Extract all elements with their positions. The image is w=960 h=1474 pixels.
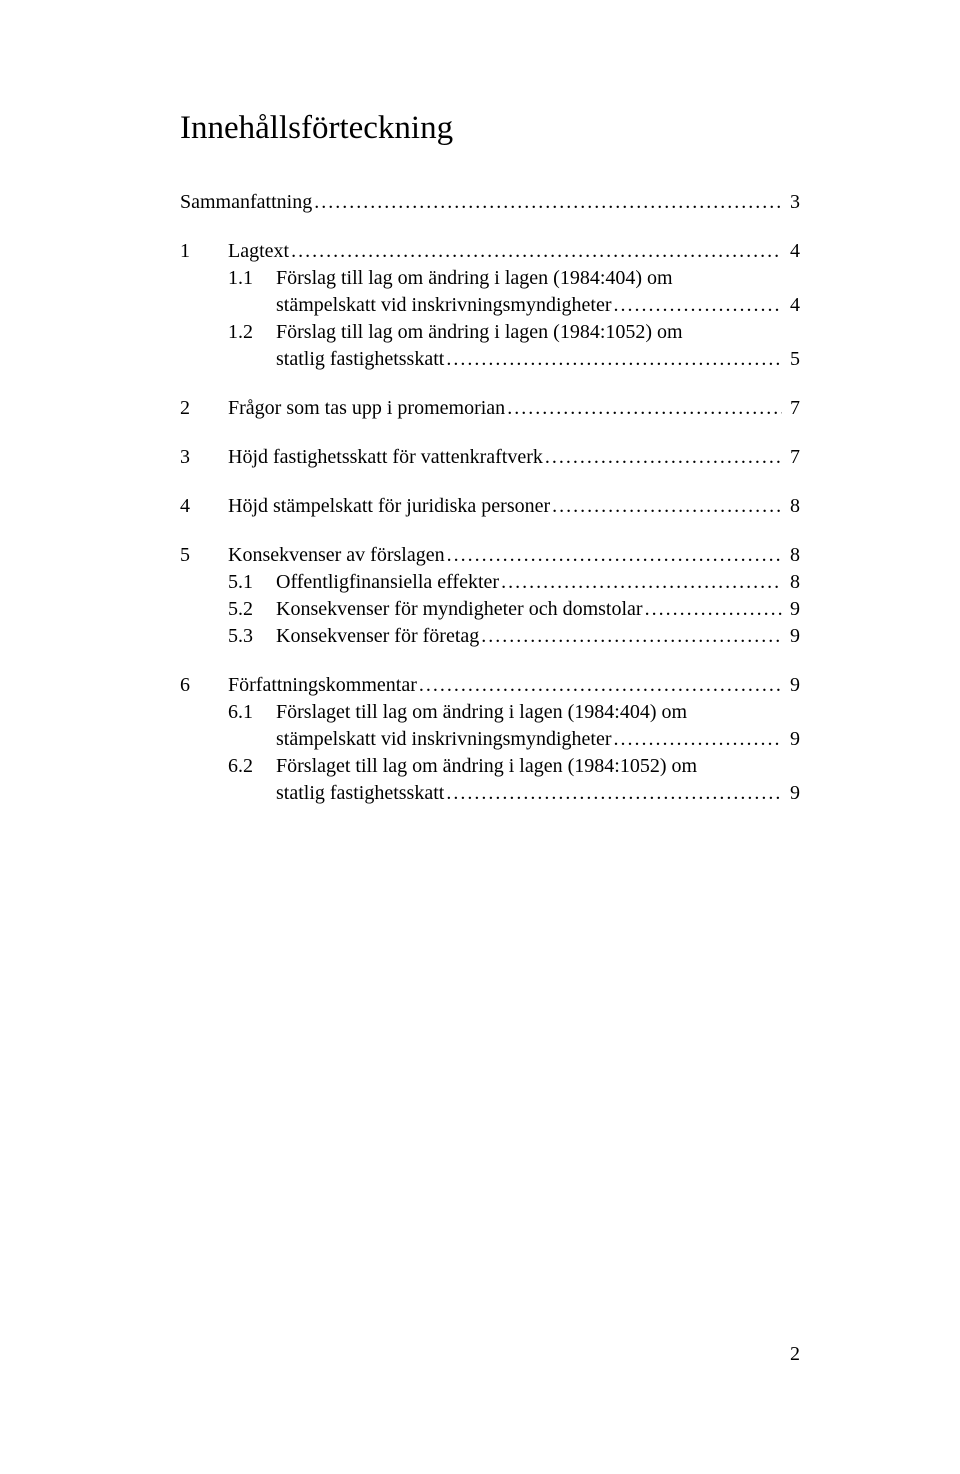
toc-label-line2: stämpelskatt vid inskrivningsmyndigheter xyxy=(276,726,612,753)
toc-page: 5 xyxy=(782,346,800,373)
toc-number: 5.1 xyxy=(228,569,276,596)
toc-entry: 4 Höjd stämpelskatt för juridiska person… xyxy=(180,493,800,520)
toc-entry: 1 Lagtext 4 xyxy=(180,238,800,265)
toc-leader xyxy=(505,395,782,422)
toc-number: 5.2 xyxy=(228,596,276,623)
toc-leader xyxy=(444,780,782,807)
toc-leader xyxy=(445,542,782,569)
toc-number: 3 xyxy=(180,444,228,471)
toc-leader xyxy=(643,596,782,623)
toc-label: Frågor som tas upp i promemorian xyxy=(228,395,505,422)
toc-number: 5 xyxy=(180,542,228,569)
toc-page: 8 xyxy=(782,569,800,596)
toc-page: 7 xyxy=(782,395,800,422)
toc-title: Innehållsförteckning xyxy=(180,110,800,147)
toc-entry: 6 Författningskommentar 9 xyxy=(180,672,800,699)
toc-label: Höjd fastighetsskatt för vattenkraftverk xyxy=(228,444,543,471)
page-number: 2 xyxy=(790,1343,800,1366)
toc-page: 9 xyxy=(782,726,800,753)
toc-label: Konsekvenser för företag xyxy=(276,623,479,650)
toc-page: 9 xyxy=(782,780,800,807)
toc-label-line2: statlig fastighetsskatt xyxy=(276,780,444,807)
toc-leader xyxy=(612,726,782,753)
toc-leader xyxy=(417,672,782,699)
toc-page: 4 xyxy=(782,292,800,319)
toc-entry: 1.2 Förslag till lag om ändring i lagen … xyxy=(228,319,800,373)
toc-leader xyxy=(289,238,782,265)
toc-leader xyxy=(550,493,782,520)
toc-number: 6 xyxy=(180,672,228,699)
table-of-contents: Sammanfattning 3 1 Lagtext 4 1.1 Förslag… xyxy=(180,189,800,807)
toc-entry: 3 Höjd fastighetsskatt för vattenkraftve… xyxy=(180,444,800,471)
toc-entry: 1.1 Förslag till lag om ändring i lagen … xyxy=(228,265,800,319)
toc-leader xyxy=(612,292,782,319)
toc-page: 4 xyxy=(782,238,800,265)
toc-entry: 5.2 Konsekvenser för myndigheter och dom… xyxy=(228,596,800,623)
toc-number: 5.3 xyxy=(228,623,276,650)
toc-page: 9 xyxy=(782,672,800,699)
toc-number: 1 xyxy=(180,238,228,265)
toc-label: Konsekvenser för myndigheter och domstol… xyxy=(276,596,643,623)
toc-page: 7 xyxy=(782,444,800,471)
toc-number: 6.1 xyxy=(228,699,276,726)
toc-number: 2 xyxy=(180,395,228,422)
toc-number: 6.2 xyxy=(228,753,276,780)
toc-entry: 5 Konsekvenser av förslagen 8 xyxy=(180,542,800,569)
toc-label: Förslag till lag om ändring i lagen (198… xyxy=(276,319,683,346)
toc-page: 8 xyxy=(782,493,800,520)
toc-label: Sammanfattning xyxy=(180,189,312,216)
toc-label: Lagtext xyxy=(228,238,289,265)
toc-label: Författningskommentar xyxy=(228,672,417,699)
toc-number: 1.1 xyxy=(228,265,276,292)
toc-number: 1.2 xyxy=(228,319,276,346)
toc-label: Konsekvenser av förslagen xyxy=(228,542,445,569)
toc-leader xyxy=(444,346,782,373)
toc-label: Höjd stämpelskatt för juridiska personer xyxy=(228,493,550,520)
toc-page: 8 xyxy=(782,542,800,569)
toc-number: 4 xyxy=(180,493,228,520)
toc-leader xyxy=(479,623,782,650)
toc-label: Förslaget till lag om ändring i lagen (1… xyxy=(276,699,687,726)
toc-leader xyxy=(499,569,782,596)
toc-label: Offentligfinansiella effekter xyxy=(276,569,499,596)
toc-page: 3 xyxy=(782,189,800,216)
toc-entry: 5.1 Offentligfinansiella effekter 8 xyxy=(228,569,800,596)
toc-entry: 6.1 Förslaget till lag om ändring i lage… xyxy=(228,699,800,753)
toc-entry: 6.2 Förslaget till lag om ändring i lage… xyxy=(228,753,800,807)
toc-entry: Sammanfattning 3 xyxy=(180,189,800,216)
toc-page: 9 xyxy=(782,623,800,650)
toc-page: 9 xyxy=(782,596,800,623)
toc-entry: 5.3 Konsekvenser för företag 9 xyxy=(228,623,800,650)
page: Innehållsförteckning Sammanfattning 3 1 … xyxy=(0,0,960,1474)
toc-leader xyxy=(312,189,782,216)
toc-label: Förslaget till lag om ändring i lagen (1… xyxy=(276,753,697,780)
toc-label-line2: stämpelskatt vid inskrivningsmyndigheter xyxy=(276,292,612,319)
toc-entry: 2 Frågor som tas upp i promemorian 7 xyxy=(180,395,800,422)
toc-label-line2: statlig fastighetsskatt xyxy=(276,346,444,373)
toc-leader xyxy=(543,444,782,471)
toc-label: Förslag till lag om ändring i lagen (198… xyxy=(276,265,673,292)
